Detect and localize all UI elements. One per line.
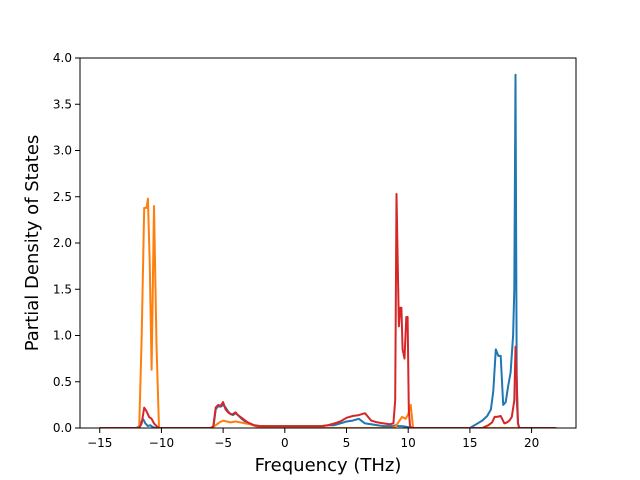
x-tick-label: 0 — [281, 436, 289, 450]
x-tick-label: 10 — [401, 436, 416, 450]
y-tick-label: 0.0 — [53, 421, 72, 435]
x-axis: −15 −10 −5 0 5 10 15 20 — [87, 428, 539, 450]
x-tick-label: −15 — [87, 436, 112, 450]
y-tick-label: 2.0 — [53, 236, 72, 250]
y-axis-label: Partial Density of States — [22, 135, 43, 352]
y-tick-label: 4.0 — [53, 51, 72, 65]
series-line-3 — [99, 193, 557, 428]
x-tick-label: −5 — [214, 436, 232, 450]
series-line-1 — [99, 73, 557, 428]
y-axis: 0.0 0.5 1.0 1.5 2.0 2.5 3.0 3.5 4.0 — [53, 51, 80, 435]
x-tick-label: 20 — [524, 436, 539, 450]
y-tick-label: 1.5 — [53, 282, 72, 296]
x-tick-label: −10 — [149, 436, 174, 450]
x-tick-label: 5 — [343, 436, 351, 450]
y-tick-label: 1.0 — [53, 329, 72, 343]
y-tick-label: 2.5 — [53, 190, 72, 204]
y-tick-label: 0.5 — [53, 375, 72, 389]
y-tick-label: 3.5 — [53, 97, 72, 111]
x-axis-label: Frequency (THz) — [255, 455, 402, 476]
y-tick-label: 3.0 — [53, 144, 72, 158]
x-tick-label: 15 — [462, 436, 477, 450]
